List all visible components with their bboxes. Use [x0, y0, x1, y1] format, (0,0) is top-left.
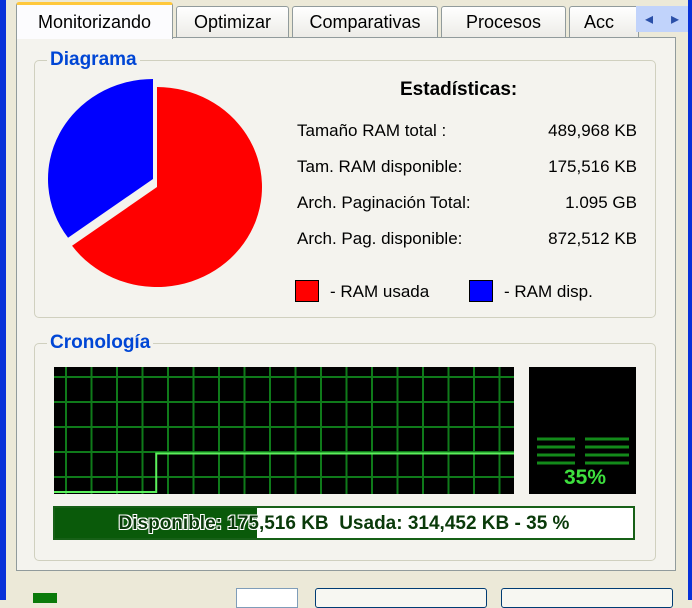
meter-label: 35%: [564, 466, 606, 489]
chevron-right-icon[interactable]: ▸: [670, 11, 680, 28]
memory-progress-bar: Disponible: 175,516 KB Usada: 314,452 KB…: [53, 506, 635, 540]
history-graph: [54, 367, 514, 494]
bottom-field[interactable]: [236, 588, 298, 608]
stat-value: 1.095 GB: [565, 193, 637, 212]
tab-monitorizando[interactable]: Monitorizando: [16, 2, 173, 39]
legend-used-label: - RAM usada: [330, 282, 430, 301]
progress-text: Disponible: 175,516 KB Usada: 314,452 KB…: [118, 513, 570, 534]
progress-fill: [55, 508, 258, 538]
tab-acc[interactable]: Acc: [569, 6, 639, 38]
stat-label: Tam. RAM disponible:: [297, 157, 463, 176]
window-border-left: [0, 0, 6, 600]
pie-chart: [47, 79, 262, 287]
diagram-title: Diagrama: [47, 49, 140, 71]
pie-slice-available: [47, 79, 153, 238]
bottom-button-2[interactable]: [501, 588, 673, 608]
legend-used-swatch: [295, 280, 319, 302]
tab-comparativas[interactable]: Comparativas: [292, 6, 438, 38]
stat-label: Tamaño RAM total :: [297, 121, 447, 140]
timeline-title: Cronología: [47, 332, 154, 354]
stat-value: 872,512 KB: [548, 229, 637, 248]
legend-available-swatch: [469, 280, 493, 302]
legend-available-label: - RAM disp.: [504, 282, 593, 301]
stats-title: Estadísticas:: [400, 79, 518, 100]
usage-meter: 35%: [529, 367, 636, 494]
pie-slice-used: [72, 87, 262, 287]
window-border-right: [688, 0, 692, 600]
timeline-group: Cronología: [34, 332, 656, 561]
stat-value: 489,968 KB: [548, 121, 637, 140]
tab-optimizar[interactable]: Optimizar: [176, 6, 289, 38]
tab-scroll: ◂ ▸: [636, 6, 688, 32]
stat-label: Arch. Pag. disponible:: [297, 229, 463, 248]
history-line: [54, 452, 514, 493]
tab-bar: Monitorizando Optimizar Comparativas Pro…: [16, 2, 688, 39]
status-icon: [33, 593, 57, 603]
bottom-button-1[interactable]: [315, 588, 487, 608]
chevron-left-icon[interactable]: ◂: [644, 11, 654, 28]
diagram-group: Diagrama: [34, 49, 656, 318]
stat-label: Arch. Paginación Total:: [297, 193, 471, 212]
tab-procesos[interactable]: Procesos: [441, 6, 566, 38]
stat-value: 175,516 KB: [548, 157, 637, 176]
